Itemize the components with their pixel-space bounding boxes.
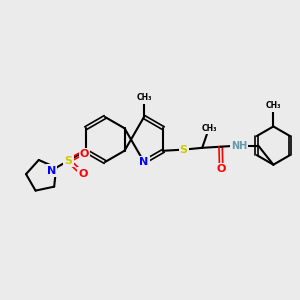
Text: O: O xyxy=(80,149,89,159)
Text: S: S xyxy=(64,156,72,166)
Text: N: N xyxy=(46,166,56,176)
Text: CH₃: CH₃ xyxy=(202,124,217,133)
Text: S: S xyxy=(180,145,188,154)
Text: O: O xyxy=(78,169,88,178)
Text: S: S xyxy=(64,156,72,166)
Text: NH: NH xyxy=(231,141,247,151)
Text: CH₃: CH₃ xyxy=(266,101,281,110)
Text: CH₃: CH₃ xyxy=(136,92,152,101)
Text: CH₃: CH₃ xyxy=(136,93,152,102)
Text: N: N xyxy=(46,166,56,176)
Text: S: S xyxy=(180,145,188,154)
Text: N: N xyxy=(140,157,148,167)
Text: O: O xyxy=(216,164,226,174)
Text: NH: NH xyxy=(231,141,247,151)
